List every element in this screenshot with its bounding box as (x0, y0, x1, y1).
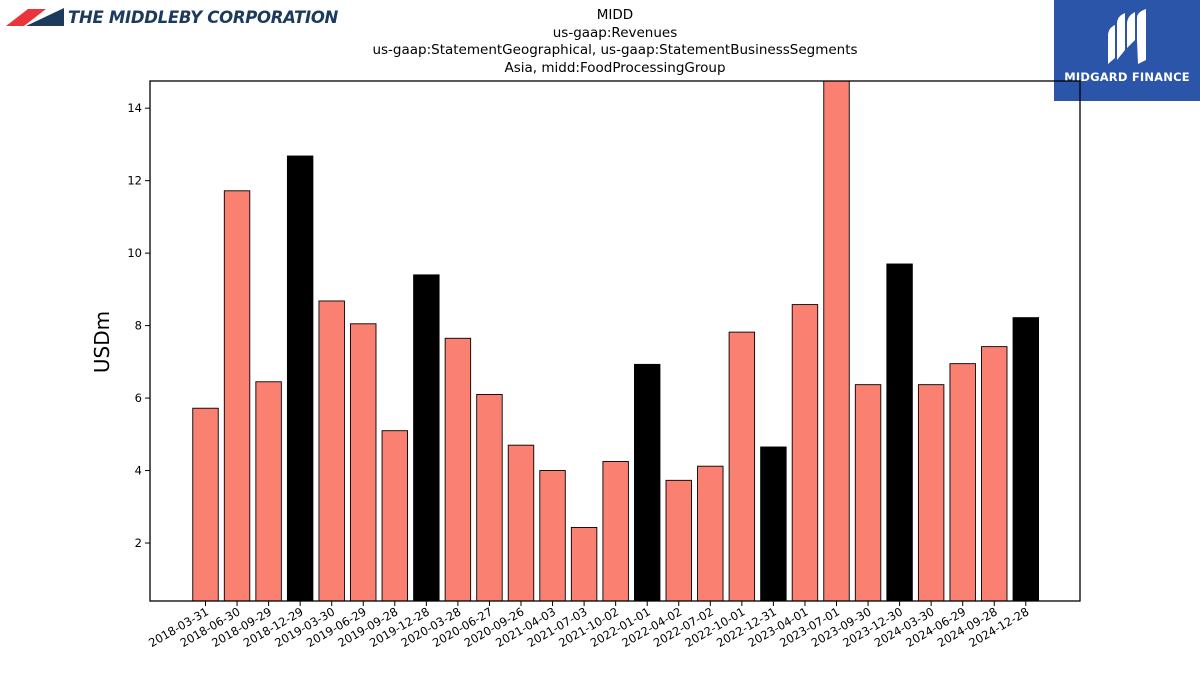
plot-frame (149, 80, 1081, 602)
bar-2023-12-30 (886, 263, 913, 602)
y-tick-label: 6 (135, 391, 142, 405)
bar-2021-07-03 (570, 526, 598, 602)
bar-2019-12-28 (413, 274, 440, 602)
midgard-m-logo-icon (1108, 9, 1146, 64)
chart-title-line: us-gaap:StatementGeographical, us-gaap:S… (372, 42, 858, 59)
y-tick-label: 10 (127, 246, 142, 260)
chart-title-line: us-gaap:Revenues (552, 24, 678, 41)
bar-2020-06-27 (476, 393, 503, 602)
y-tick-label: 8 (135, 319, 142, 333)
chart-title-line: MIDD (596, 7, 634, 23)
bar-2022-04-02 (665, 479, 692, 602)
y-tick-label: 2 (135, 536, 142, 550)
bar-2022-07-02 (697, 465, 724, 602)
bar-2021-04-03 (539, 470, 566, 602)
bar-2024-12-28 (1012, 317, 1039, 602)
bars-group (192, 80, 1039, 602)
bar-2023-09-30 (854, 384, 882, 602)
bar-2023-07-01 (823, 80, 850, 602)
bar-2018-03-31 (192, 407, 219, 602)
middleby-wordmark: THE MIDDLEBY CORPORATION (68, 7, 339, 27)
midgard-brand-text: MIDGARD FINANCE (1064, 70, 1190, 84)
chart-title-line: Asia, midd:FoodProcessingGroup (504, 59, 726, 76)
bar-2024-09-28 (981, 346, 1008, 602)
x-axis: 2018-03-312018-06-302018-09-292018-12-29… (146, 601, 1031, 650)
bar-2023-04-01 (791, 304, 819, 602)
bar-2018-09-29 (255, 381, 282, 602)
bar-2020-09-26 (507, 444, 535, 602)
middleby-chevron-logo-icon (6, 8, 64, 26)
midgard-finance-logo: MIDGARD FINANCE (1054, 0, 1200, 101)
bar-2024-06-29 (949, 363, 976, 602)
chart-title: MIDD us-gaap:Revenues us-gaap:StatementG… (290, 7, 940, 77)
y-tick-label: 12 (127, 174, 142, 188)
y-tick-label: 4 (135, 464, 142, 478)
bar-2018-12-29 (286, 155, 314, 602)
bar-2018-06-30 (223, 190, 251, 602)
bar-2022-01-01 (634, 363, 661, 602)
bar-2019-09-28 (381, 430, 408, 602)
middleby-logo: THE MIDDLEBY CORPORATION (6, 5, 338, 29)
bar-2022-10-01 (728, 331, 756, 602)
y-axis: 2 4 6 8 10 12 14 (127, 101, 150, 550)
bar-2021-10-02 (602, 461, 629, 602)
bar-2022-12-31 (760, 446, 787, 602)
y-tick-label: 14 (127, 101, 142, 115)
y-axis-label: USDm (90, 311, 114, 373)
bar-2019-03-30 (318, 300, 345, 602)
bar-2024-03-30 (917, 384, 945, 602)
bar-2020-03-28 (444, 337, 472, 602)
bar-2019-06-29 (350, 323, 377, 602)
